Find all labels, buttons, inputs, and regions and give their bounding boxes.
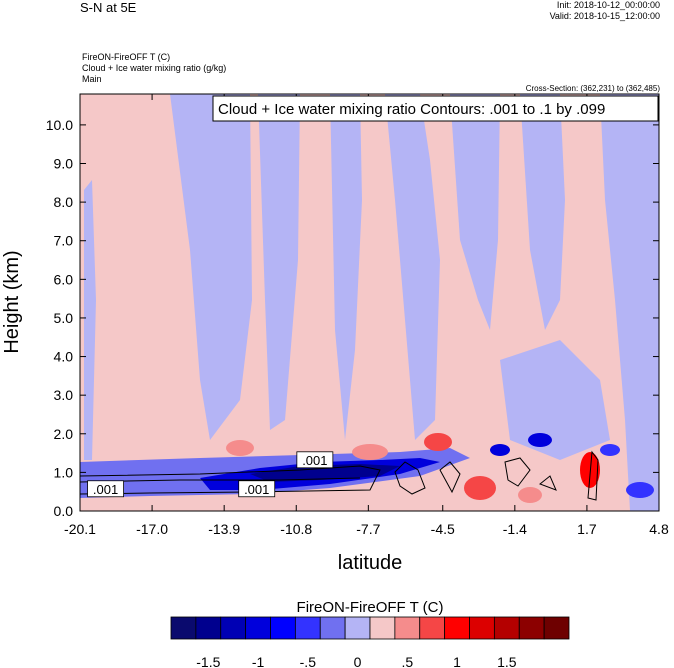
contour-label: .001 xyxy=(244,482,269,497)
cross-section-label: Cross-Section: (362,231) to (362,485) xyxy=(525,84,660,93)
colorbar-level-label: 1.5 xyxy=(497,654,517,668)
y-tick-label: 10.0 xyxy=(46,117,73,133)
contour-label-box xyxy=(87,480,124,498)
warm-anomaly-blob xyxy=(464,476,496,500)
contour-label: .001 xyxy=(93,482,118,497)
field-label-cloud-ice: Cloud + Ice water mixing ratio (g/kg) xyxy=(82,63,227,73)
colorbar-swatch xyxy=(319,616,346,640)
colorbar-swatch xyxy=(543,616,570,640)
init-time: Init: 2018-10-12_00:00:00 xyxy=(556,0,660,10)
contour-title-box xyxy=(212,95,659,122)
strongest-cold-band xyxy=(250,464,400,482)
x-tick-label: -17.0 xyxy=(136,521,168,537)
colorbar-title: FireON-FireOFF T (C) xyxy=(297,599,444,616)
cold-anomaly-region xyxy=(520,94,565,330)
field-label-domain: Main xyxy=(82,74,102,84)
contour-labels: .001 .001 .001 xyxy=(87,451,334,498)
cloud-contour-line xyxy=(587,450,599,501)
colorbar-swatch xyxy=(518,616,545,640)
x-tick-label: 4.8 xyxy=(649,521,669,537)
colorbar-swatch xyxy=(369,616,396,640)
cold-anomaly-blob xyxy=(528,433,552,447)
colorbar-swatch xyxy=(220,616,247,640)
y-tick-label: 5.0 xyxy=(54,310,74,326)
cold-anomaly-blob xyxy=(626,482,654,498)
colorbar-level-label: 0 xyxy=(354,654,362,668)
contour-label: .001 xyxy=(302,453,327,468)
cold-anomaly-region xyxy=(84,180,96,460)
cold-anomaly-blob xyxy=(490,444,510,456)
contour-label-box xyxy=(296,451,334,469)
cloud-contour-line xyxy=(439,461,461,494)
x-axis-title: latitude xyxy=(338,552,403,574)
warm-anomaly-blob xyxy=(518,487,542,503)
plot-field xyxy=(80,94,659,511)
y-axis-title: Height (km) xyxy=(1,250,23,353)
cold-anomaly-region xyxy=(170,94,252,440)
x-tick-label: -20.1 xyxy=(64,521,96,537)
plot-frame xyxy=(79,93,660,512)
colorbar-swatch xyxy=(294,616,321,640)
colorbar-swatch xyxy=(270,616,296,640)
y-tick-label: 1.0 xyxy=(54,464,74,480)
x-tick-label: -1.4 xyxy=(503,521,527,537)
colorbar-level-label: 1 xyxy=(453,654,461,668)
cold-anomaly-region xyxy=(330,94,362,440)
colorbar-swatch xyxy=(394,616,421,640)
colorbar-level-label: -.5 xyxy=(300,654,317,668)
y-tick-label: 6.0 xyxy=(54,271,74,287)
colorbar-level-label: -1.5 xyxy=(196,654,220,668)
colorbar-swatch xyxy=(419,616,446,640)
warm-anomaly-blob xyxy=(352,444,388,460)
y-tick-label: 0.0 xyxy=(54,503,74,519)
colorbar-level-label: -1 xyxy=(252,654,265,668)
time-info: Init: 2018-10-12_00:00:00 Valid: 2018-10… xyxy=(550,0,660,22)
colorbar-swatch xyxy=(444,616,470,640)
y-tick-label: 7.0 xyxy=(54,233,74,249)
colorbar-swatch xyxy=(170,616,197,640)
colorbar-labels: -1.5 -1 -.5 0 .5 1 1.5 xyxy=(196,654,517,668)
y-axis: 0.0 1.0 2.0 3.0 4.0 5.0 6.0 7.0 8.0 9.0 10.0 xyxy=(46,117,659,519)
cold-anomaly-region xyxy=(385,94,440,440)
colorbar-swatch xyxy=(344,616,371,640)
x-tick-label: -13.9 xyxy=(208,521,240,537)
y-tick-label: 9.0 xyxy=(54,156,74,172)
y-tick-label: 8.0 xyxy=(54,194,74,210)
x-axis: -20.1 -17.0 -13.9 -10.8 -7.7 -4.5 -1.4 1.7 4.8 xyxy=(64,94,669,537)
cloud-contour-line xyxy=(394,461,426,495)
cold-anomaly-region xyxy=(258,94,300,430)
cold-anomaly-region xyxy=(500,340,610,460)
colorbar xyxy=(170,616,570,640)
colorbar-swatch xyxy=(469,616,495,640)
x-tick-label: -4.5 xyxy=(431,521,455,537)
colorbar-swatch xyxy=(493,616,520,640)
field-label-temperature: FireON-FireOFF T (C) xyxy=(82,52,171,62)
contour-title: Cloud + Ice water mixing ratio Contours:… xyxy=(218,101,605,118)
warm-anomaly-blob xyxy=(226,440,254,456)
y-tick-label: 4.0 xyxy=(54,349,74,365)
y-tick-label: 2.0 xyxy=(54,426,74,442)
cold-anomaly-blob xyxy=(600,444,620,456)
cloud-contour-line xyxy=(539,475,557,491)
valid-time: Valid: 2018-10-15_12:00:00 xyxy=(549,11,660,21)
plot-title: S-N at 5E xyxy=(80,0,137,15)
x-tick-label: -7.7 xyxy=(356,521,380,537)
colorbar-swatch xyxy=(195,616,222,640)
x-tick-label: 1.7 xyxy=(577,521,597,537)
cloud-contour-line xyxy=(80,477,361,483)
x-tick-label: -10.8 xyxy=(280,521,312,537)
warm-anomaly-blob xyxy=(424,433,452,451)
cold-anomaly-region xyxy=(600,94,659,511)
y-tick-label: 3.0 xyxy=(54,387,74,403)
colorbar-swatch xyxy=(245,616,271,640)
contour-label-box xyxy=(238,480,276,498)
colorbar-level-label: .5 xyxy=(401,654,413,668)
cold-anomaly-region xyxy=(450,94,500,330)
cloud-contour-line xyxy=(504,457,531,487)
